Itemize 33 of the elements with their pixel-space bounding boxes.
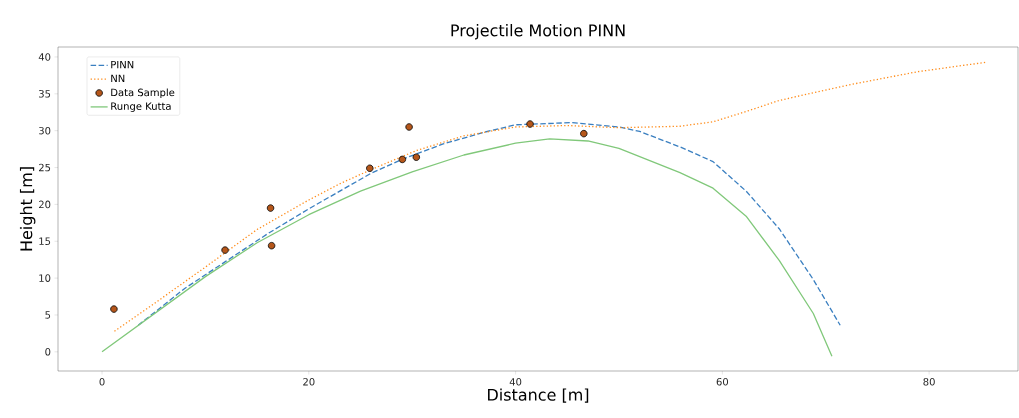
legend-label: NN [111, 74, 125, 82]
point [412, 153, 421, 161]
point [110, 305, 118, 313]
legend-label: Data Sample [111, 88, 175, 99]
point [221, 246, 229, 254]
point [266, 204, 275, 212]
line-series [137, 121, 841, 326]
y-tick-label: 20 [38, 200, 51, 209]
x-axis-title: Distance [m] [488, 388, 589, 403]
y-tick-label: 0 [45, 348, 51, 356]
x-tick-label: 60 [716, 378, 729, 386]
y-tick-label: 5 [45, 311, 51, 319]
x-tick-label: 80 [923, 378, 935, 386]
line-series [113, 61, 988, 332]
point [405, 123, 413, 131]
y-tick-label: 15 [39, 237, 51, 245]
y-tick-label: 25 [38, 163, 51, 172]
point [267, 241, 276, 250]
x-tick-label: 40 [509, 378, 522, 386]
y-tick-label: 35 [39, 90, 51, 98]
x-tick-label: 0 [99, 378, 105, 386]
point [366, 164, 374, 172]
x-tick-label: 20 [303, 378, 315, 386]
y-tick-label: 30 [39, 126, 51, 135]
legend-label: PINN [111, 60, 134, 69]
point [398, 155, 407, 164]
point [526, 120, 534, 128]
point [580, 129, 588, 138]
chart-title: Projectile Motion PINN [451, 24, 625, 40]
y-tick-label: 10 [39, 274, 51, 282]
legend-label: Runge Kutta [111, 102, 171, 112]
y-axis-title: Height [m] [19, 167, 36, 251]
y-tick-label: 40 [38, 53, 51, 61]
